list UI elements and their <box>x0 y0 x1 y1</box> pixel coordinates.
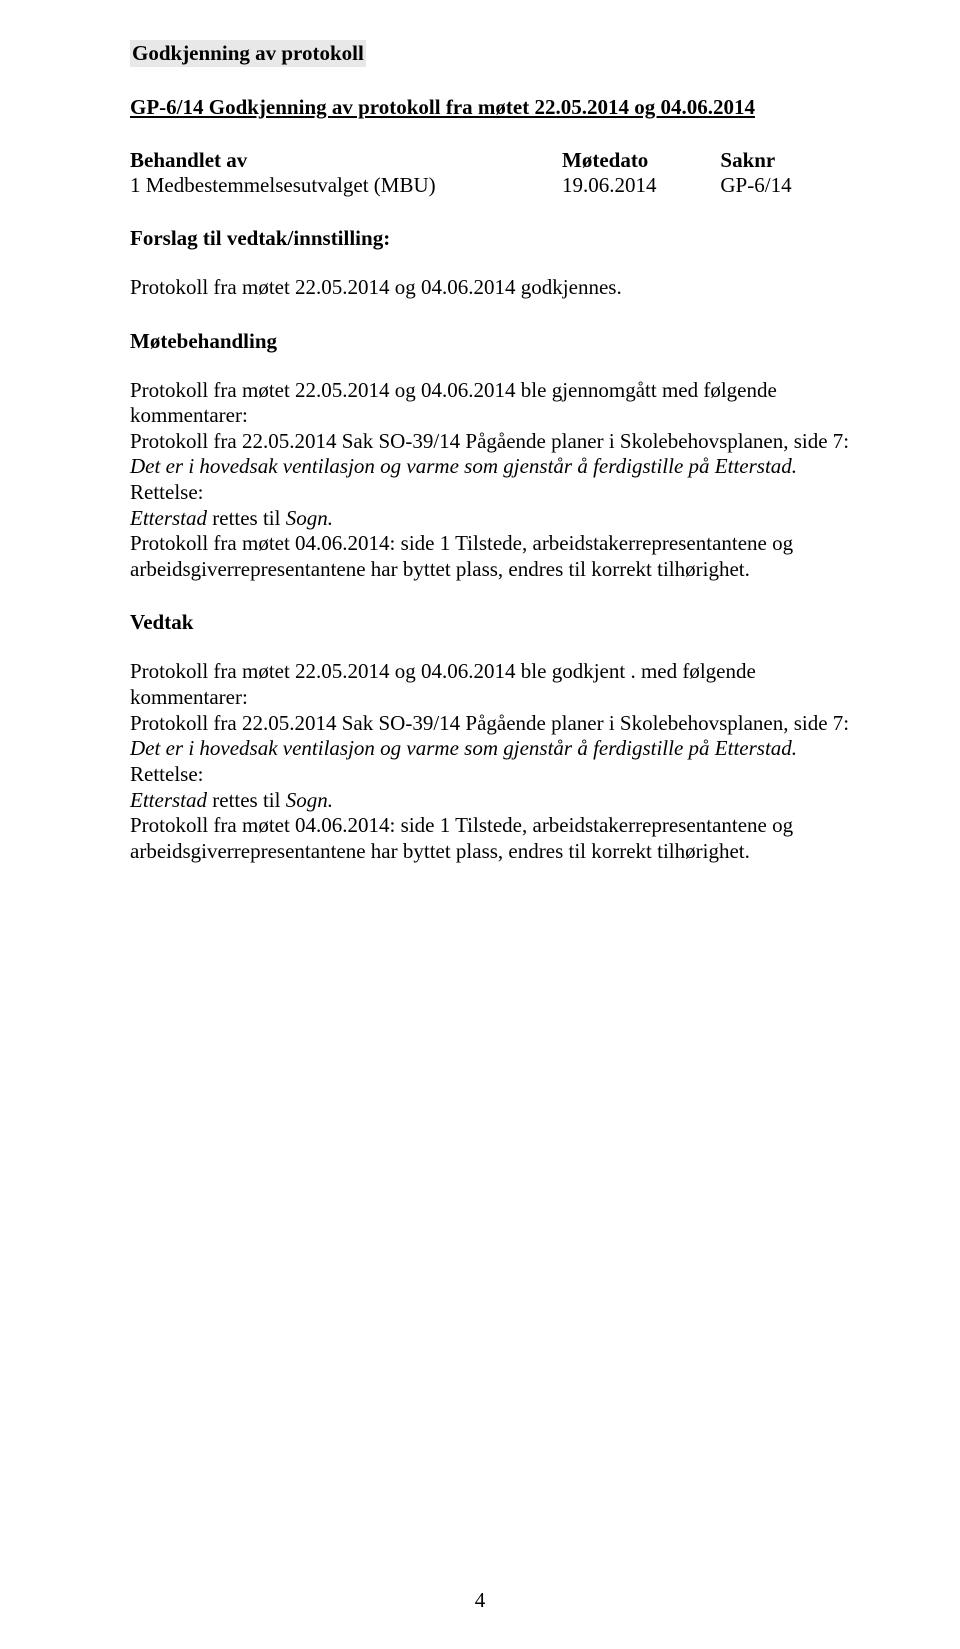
table-row: 1 Medbestemmelsesutvalget (MBU) 19.06.20… <box>130 173 850 198</box>
table-cell: GP-6/14 <box>720 173 850 198</box>
text: Protokoll fra 22.05.2014 Sak SO-39/14 På… <box>130 429 849 453</box>
table-header-cell: Behandlet av <box>130 148 562 173</box>
text: rettes til <box>212 788 285 812</box>
document-heading: GP-6/14 Godkjenning av protokoll fra møt… <box>130 95 850 120</box>
italic-text: Etterstad <box>130 788 212 812</box>
italic-text: Etterstad <box>130 506 212 530</box>
italic-text: Sogn. <box>286 788 333 812</box>
motebehandling-body: Protokoll fra møtet 22.05.2014 og 04.06.… <box>130 378 850 583</box>
text: Rettelse: <box>130 480 203 504</box>
vedtak-body: Protokoll fra møtet 22.05.2014 og 04.06.… <box>130 659 850 864</box>
vedtak-heading: Vedtak <box>130 610 850 635</box>
text: Protokoll fra møtet 22.05.2014 og 04.06.… <box>130 659 756 709</box>
italic-text: Det er i hovedsak ventilasjon og varme s… <box>130 454 797 478</box>
document-page: Godkjenning av protokoll GP-6/14 Godkjen… <box>0 0 960 1649</box>
motebehandling-heading: Møtebehandling <box>130 329 850 354</box>
table-cell: 19.06.2014 <box>562 173 720 198</box>
meeting-table: Behandlet av Møtedato Saknr 1 Medbestemm… <box>130 148 850 198</box>
page-number: 4 <box>0 1588 960 1613</box>
text: Protokoll fra møtet 04.06.2014: side 1 T… <box>130 531 793 581</box>
table-cell: 1 Medbestemmelsesutvalget (MBU) <box>130 173 562 198</box>
forslag-body: Protokoll fra møtet 22.05.2014 og 04.06.… <box>130 275 850 301</box>
forslag-heading: Forslag til vedtak/innstilling: <box>130 226 850 251</box>
table-header-cell: Møtedato <box>562 148 720 173</box>
text: Protokoll fra møtet 04.06.2014: side 1 T… <box>130 813 793 863</box>
table-header-cell: Saknr <box>720 148 850 173</box>
italic-text: Det er i hovedsak ventilasjon og varme s… <box>130 736 797 760</box>
italic-text: Sogn. <box>286 506 333 530</box>
text: rettes til <box>212 506 285 530</box>
table-header-row: Behandlet av Møtedato Saknr <box>130 148 850 173</box>
text: Protokoll fra møtet 22.05.2014 og 04.06.… <box>130 378 777 428</box>
section-title: Godkjenning av protokoll <box>130 40 366 67</box>
text: Protokoll fra 22.05.2014 Sak SO-39/14 På… <box>130 711 849 735</box>
text: Rettelse: <box>130 762 203 786</box>
